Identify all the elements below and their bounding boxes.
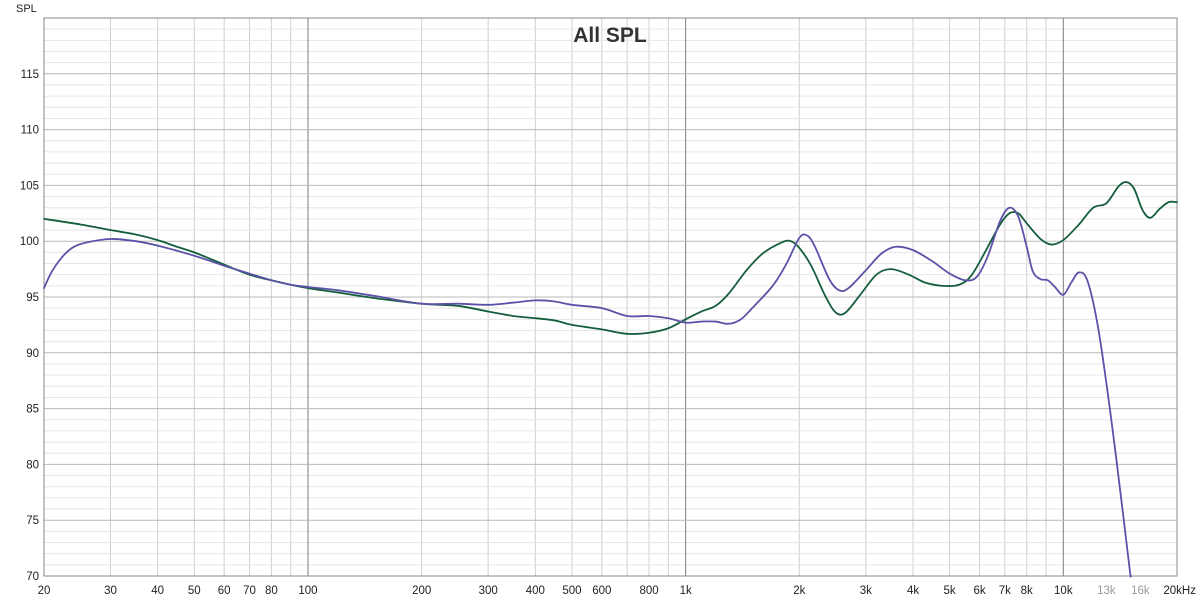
y-axis-label: SPL <box>16 3 37 15</box>
y-tick-label: 105 <box>20 180 39 192</box>
x-tick-label: 5k <box>944 585 956 597</box>
x-tick-label: 16k <box>1131 585 1150 597</box>
x-tick-label: 10k <box>1054 585 1073 597</box>
x-tick-label: 70 <box>243 585 256 597</box>
series-line-2 <box>43 206 1132 578</box>
x-tick-label: 300 <box>479 585 498 597</box>
y-tick-label: 110 <box>21 125 39 137</box>
x-tick-label: 2k <box>793 585 805 597</box>
y-tick-label: 85 <box>26 404 39 416</box>
y-tick-label: 115 <box>21 69 39 81</box>
y-axis-ticks: 70 75 80 85 90 95 100 105 110 115 <box>20 69 39 583</box>
x-tick-label: 20kHz <box>1163 585 1196 597</box>
chart-title: All SPL <box>573 24 647 47</box>
major-grid <box>44 18 1177 576</box>
x-tick-label: 60 <box>218 585 231 597</box>
x-tick-label: 600 <box>592 585 611 597</box>
x-tick-label: 20 <box>38 585 51 597</box>
x-tick-label: 80 <box>265 585 278 597</box>
x-tick-label: 200 <box>412 585 431 597</box>
x-tick-label: 1k <box>680 585 692 597</box>
x-tick-label: 13k <box>1097 585 1116 597</box>
x-tick-label: 30 <box>104 585 117 597</box>
x-tick-label: 8k <box>1021 585 1033 597</box>
y-tick-label: 100 <box>20 236 39 248</box>
y-tick-label: 95 <box>26 292 39 304</box>
x-tick-label: 7k <box>999 585 1011 597</box>
y-tick-label: 80 <box>26 459 39 471</box>
y-tick-label: 75 <box>26 515 39 527</box>
series-layer <box>43 181 1178 578</box>
y-tick-label: 70 <box>26 571 39 583</box>
plot-frame <box>43 17 1178 577</box>
x-axis-ticks: 20 30 40 50 60 70 80 100 200 300 400 500 600 800 1k 2k 3… <box>38 585 1197 597</box>
x-tick-label: 4k <box>907 585 919 597</box>
x-tick-label: 800 <box>639 585 658 597</box>
y-tick-label: 90 <box>26 348 39 360</box>
x-tick-label: 3k <box>860 585 872 597</box>
x-tick-label: 400 <box>526 585 545 597</box>
x-tick-label: 500 <box>562 585 581 597</box>
x-tick-label: 40 <box>151 585 164 597</box>
x-tick-label: 50 <box>188 585 201 597</box>
x-tick-label: 6k <box>973 585 985 597</box>
x-tick-label: 100 <box>298 585 317 597</box>
